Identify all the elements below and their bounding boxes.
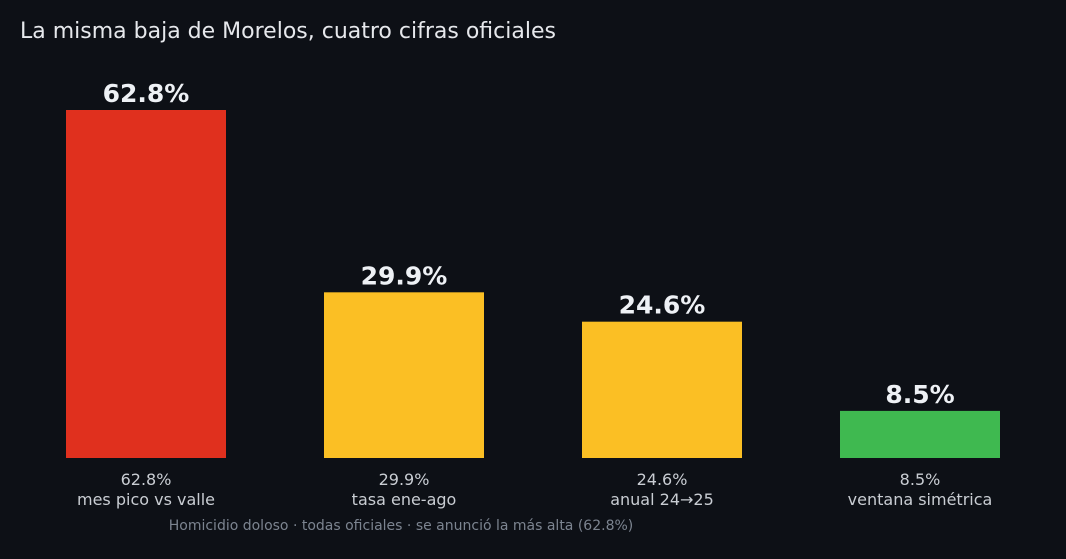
- bar-4: [840, 410, 1000, 458]
- x-tick-value: 24.6%: [637, 470, 688, 489]
- bar-1: [66, 110, 226, 458]
- bars-group: [66, 110, 1000, 458]
- bar-value-label: 29.9%: [361, 261, 448, 290]
- labels-group: 62.8%62.8%mes pico vs valle29.9%29.9%tas…: [77, 79, 992, 509]
- bar-value-label: 62.8%: [103, 79, 190, 108]
- x-tick-value: 8.5%: [900, 470, 941, 489]
- x-tick-label: anual 24→25: [610, 490, 714, 509]
- x-tick-label: ventana simétrica: [848, 490, 993, 509]
- bar-value-label: 8.5%: [885, 380, 954, 409]
- bar-2: [324, 292, 484, 458]
- chart-footnote: Homicidio doloso · todas oficiales · se …: [169, 518, 634, 534]
- chart-title: La misma baja de Morelos, cuatro cifras …: [20, 19, 556, 44]
- x-tick-label: tasa ene-ago: [352, 490, 457, 509]
- x-tick-value: 29.9%: [379, 470, 430, 489]
- x-tick-value: 62.8%: [121, 470, 172, 489]
- x-tick-label: mes pico vs valle: [77, 490, 215, 509]
- bar-value-label: 24.6%: [619, 291, 706, 320]
- bar-3: [582, 321, 742, 458]
